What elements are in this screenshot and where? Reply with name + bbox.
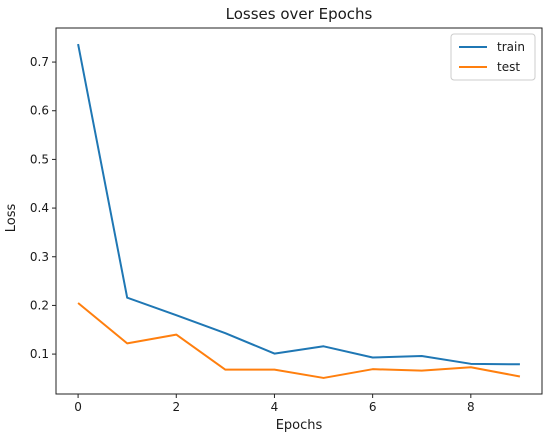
- legend-box: [450, 33, 536, 81]
- plot-frame: [55, 27, 543, 395]
- x-tick-label: 0: [74, 400, 82, 414]
- x-axis: 0 2 4 6 8: [74, 394, 475, 414]
- chart-title: Losses over Epochs: [226, 5, 373, 23]
- plot-area: [55, 27, 543, 395]
- y-axis-label: Loss: [4, 204, 19, 233]
- y-tick-label: 0.5: [30, 152, 49, 166]
- y-tick-label: 0.1: [30, 347, 49, 361]
- x-tick-label: 2: [172, 400, 180, 414]
- y-axis: 0.1 0.2 0.3 0.4 0.5 0.6 0.7: [30, 55, 56, 361]
- y-tick-label: 0.7: [30, 55, 49, 69]
- legend-label-train: train: [497, 40, 525, 54]
- y-tick-label: 0.6: [30, 104, 49, 118]
- x-tick-label: 6: [369, 400, 377, 414]
- series-line-test: [77, 302, 521, 379]
- y-tick-label: 0.4: [30, 201, 49, 215]
- y-tick-label: 0.3: [30, 250, 49, 264]
- series-line-train: [77, 43, 520, 366]
- x-axis-label: Epochs: [276, 418, 323, 433]
- y-tick-label: 0.2: [30, 298, 49, 312]
- legend-label-test: test: [497, 60, 520, 74]
- x-tick-label: 8: [467, 400, 475, 414]
- x-tick-label: 4: [271, 400, 279, 414]
- legend: train test: [450, 33, 536, 81]
- series-lines: [77, 43, 521, 379]
